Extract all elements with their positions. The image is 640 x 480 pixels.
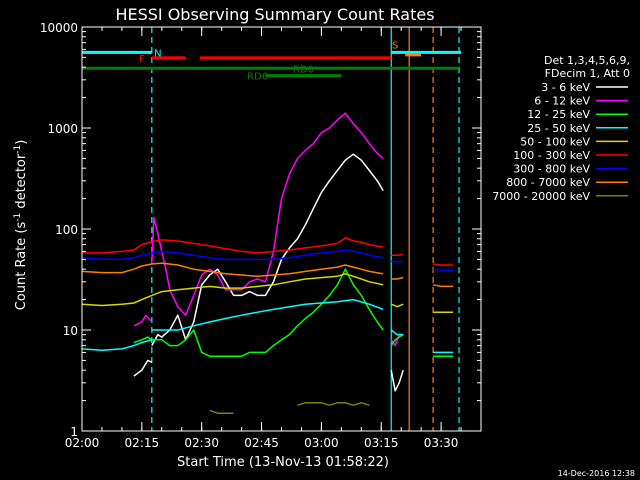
legend-label-4: 50 - 100 keV <box>520 135 590 148</box>
series-3-line-2 <box>390 329 404 336</box>
series-5-line-2 <box>391 253 404 256</box>
y-tick-label: 100 <box>55 223 78 237</box>
legend-header-fdecim: FDecim 1, Att 0 <box>545 67 630 80</box>
series-7-line-3 <box>432 284 454 288</box>
y-tick-label: 10 <box>63 324 78 338</box>
x-tick-label: 03:15 <box>364 436 399 450</box>
series-5-line-3 <box>433 263 454 266</box>
y-axis-label-sup2: -1 <box>13 145 23 154</box>
y-tick-label: 10000 <box>40 21 78 35</box>
y-axis-label-mid: detector <box>14 153 29 213</box>
legend-label-3: 25 - 50 keV <box>527 122 590 135</box>
legend-label-8: 7000 - 20000 keV <box>492 190 590 203</box>
series-2-line-2 <box>390 333 404 347</box>
legend-label-1: 6 - 12 keV <box>534 95 590 108</box>
x-tick-label: 03:30 <box>424 436 459 450</box>
x-tick-label: 02:00 <box>65 436 100 450</box>
legend-label-2: 12 - 25 keV <box>527 108 590 121</box>
series-8-line-1 <box>297 402 370 406</box>
legend-label-7: 800 - 7000 keV <box>506 176 590 189</box>
series-5-line-0 <box>82 240 153 254</box>
series-3-line-1 <box>151 298 384 331</box>
series-2-line-1 <box>151 268 384 357</box>
series-7-line-0 <box>81 263 152 274</box>
series-0-line-2 <box>390 369 404 392</box>
flag-rd6-label: RD6 <box>247 72 268 83</box>
plot-area: N S F RD0 RD6 1 10 100 1000 10000 02:00 02:15 02:30 0… <box>40 21 482 450</box>
y-axis-label-end: ) <box>14 140 29 145</box>
x-tick-label: 02:30 <box>184 436 219 450</box>
flag-f-label: F <box>139 54 145 65</box>
x-tick-label: 03:00 <box>304 436 339 450</box>
legend-label-0: 3 - 6 keV <box>541 81 590 94</box>
series-8-line-0 <box>209 409 234 414</box>
series-1-line-0 <box>133 314 153 327</box>
series-2-line-0 <box>133 336 153 344</box>
series-7-line-2 <box>391 276 404 280</box>
series-6-line-3 <box>432 268 454 272</box>
series-7-line-1 <box>151 262 384 278</box>
series-3-line-0 <box>81 339 153 352</box>
y-tick-label: 1 <box>70 425 78 439</box>
series-6-line-2 <box>391 260 404 263</box>
x-tick-label: 02:45 <box>244 436 279 450</box>
chart-title: HESSI Observing Summary Count Rates <box>115 5 434 24</box>
legend: Det 1,3,4,5,6,9, FDecim 1, Att 0 3 - 6 k… <box>492 54 630 203</box>
series-5-line-1 <box>151 236 384 254</box>
series-6-line-1 <box>151 249 384 261</box>
series-4-line-2 <box>390 303 404 308</box>
x-tick-label: 02:15 <box>125 436 160 450</box>
series-6-line-0 <box>81 252 152 261</box>
y-axis-label-sup1: -1 <box>13 213 23 222</box>
legend-label-5: 100 - 300 keV <box>513 149 590 162</box>
flag-rd0-label: RD0 <box>293 64 314 75</box>
series-4-line-1 <box>151 273 384 297</box>
legend-label-6: 300 - 800 keV <box>513 163 590 176</box>
flag-s-label: S <box>392 41 398 52</box>
x-axis-label: Start Time (13-Nov-13 01:58:22) <box>177 455 389 470</box>
series-1-line-1 <box>151 112 384 316</box>
footer-date: 14-Dec-2016 12:38 <box>558 469 635 478</box>
y-axis-label-main: Count Rate (s <box>14 222 29 311</box>
y-tick-label: 1000 <box>47 122 78 136</box>
series-0-line-0 <box>133 359 153 377</box>
series-4-line-0 <box>81 294 153 307</box>
y-axis-label: Count Rate (s-1 detector-1) <box>13 140 29 311</box>
flag-n-label: N <box>154 48 161 59</box>
legend-header-detectors: Det 1,3,4,5,6,9, <box>544 54 630 67</box>
